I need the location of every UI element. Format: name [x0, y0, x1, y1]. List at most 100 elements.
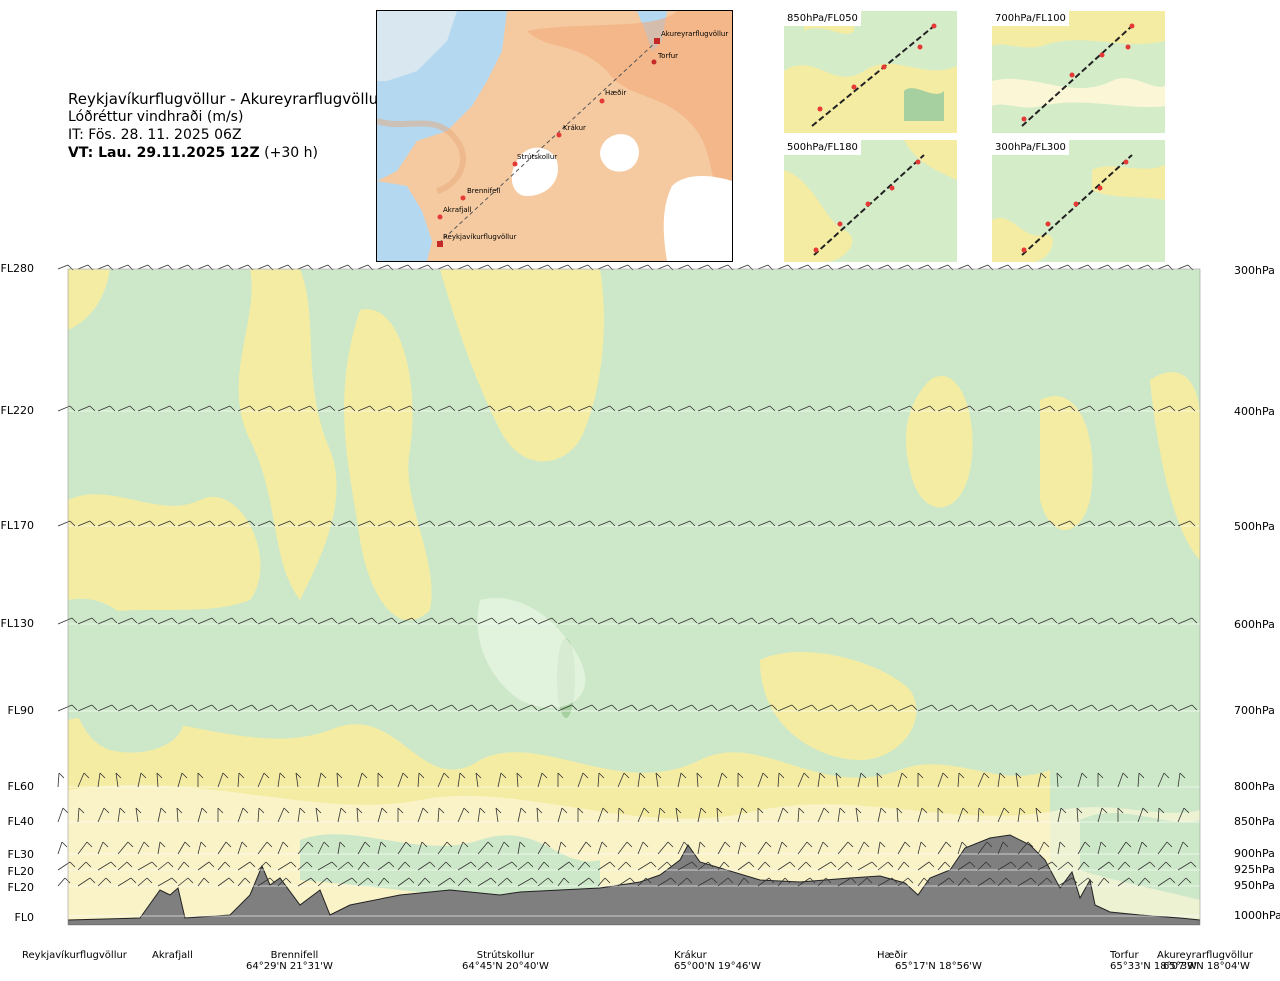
site-coord: 65°39'N 18°04'W	[1163, 961, 1250, 972]
wind-barb	[317, 772, 327, 788]
wind-barb	[1137, 772, 1145, 788]
wind-barb	[677, 772, 687, 788]
wind-barb	[177, 704, 198, 712]
wind-barb	[617, 861, 632, 871]
wind-barb	[237, 807, 249, 823]
site-coord: 65°17'N 18°56'W	[895, 961, 982, 972]
wind-barb	[417, 861, 436, 871]
wind-barb	[837, 877, 857, 887]
wind-barb	[1157, 861, 1172, 871]
wind-barb	[797, 861, 812, 871]
wind-barb	[217, 405, 236, 412]
wind-barb	[357, 841, 371, 855]
panel-300-svg	[992, 140, 1165, 262]
wind-barb	[537, 841, 551, 855]
wind-barb	[1056, 772, 1063, 788]
fl-tick-label: FL130	[0, 617, 34, 630]
wind-barb	[977, 405, 996, 412]
wind-barb	[475, 772, 482, 788]
wind-barb	[117, 877, 137, 887]
fl-tick-label: FL20	[7, 865, 34, 878]
wind-barb	[317, 861, 338, 871]
fl-tick-label: FL40	[7, 815, 34, 828]
wind-barb	[1037, 841, 1050, 855]
wind-barb	[1037, 617, 1058, 625]
wind-barb	[517, 877, 538, 887]
wind-barb	[77, 807, 85, 823]
wind-barb	[57, 807, 69, 823]
wind-barb	[237, 405, 256, 412]
wind-barb	[176, 807, 183, 823]
wind-barb	[1077, 617, 1098, 625]
wind-barb	[457, 877, 472, 887]
wind-barb	[757, 841, 772, 855]
wind-barb	[957, 617, 978, 625]
wind-barb	[1177, 520, 1196, 527]
wind-barb	[197, 841, 207, 855]
wind-barb	[777, 405, 796, 412]
site-label: Hæðir 65°17'N 18°56'W	[877, 950, 982, 972]
wind-barb	[817, 405, 836, 412]
wind-barb	[837, 841, 854, 855]
wind-barb	[137, 520, 156, 527]
wind-barb	[677, 841, 690, 855]
wind-barb	[977, 617, 998, 625]
wind-barb	[1017, 877, 1037, 887]
wind-barb	[997, 617, 1018, 625]
wind-barb	[1157, 520, 1176, 527]
wind-barb	[835, 772, 842, 788]
wind-barb	[257, 877, 276, 887]
wind-barb	[337, 877, 358, 887]
wind-barb	[697, 861, 714, 871]
wind-barb	[1097, 772, 1104, 787]
pressure-tick-label: 850hPa	[1234, 815, 1275, 828]
pressure-tick-label: 500hPa	[1234, 520, 1275, 533]
wind-barb	[977, 841, 993, 855]
wind-barb	[237, 772, 245, 788]
wind-barb	[717, 772, 728, 788]
wind-barb	[577, 841, 592, 855]
wind-barb	[217, 520, 236, 527]
wind-barb	[417, 520, 436, 527]
wind-barb	[277, 877, 292, 887]
wind-barb	[697, 704, 718, 712]
wind-barb	[497, 520, 516, 527]
wind-barb	[1157, 704, 1178, 712]
wind-barb	[57, 772, 65, 788]
map-label-krakur: Krákur	[563, 124, 586, 132]
wind-barb	[697, 877, 718, 887]
wind-barb	[377, 617, 398, 625]
wind-barb	[1117, 877, 1135, 887]
wind-barb	[377, 877, 390, 887]
wind-barb	[1177, 704, 1198, 712]
wind-barb	[1177, 807, 1190, 823]
wind-barb	[697, 807, 707, 823]
wind-barb	[1035, 807, 1042, 823]
wind-barb	[237, 520, 256, 527]
wind-barb	[217, 704, 238, 712]
wind-barb	[1117, 841, 1132, 855]
wind-barb	[397, 704, 418, 712]
wind-barb	[757, 877, 775, 887]
wind-barb	[577, 704, 598, 712]
wind-barb	[837, 405, 856, 412]
wind-barb	[617, 520, 636, 527]
wind-barb	[857, 861, 878, 871]
panel-500: 500hPa/FL180	[784, 140, 957, 262]
wind-barb	[937, 807, 944, 822]
wind-barb	[457, 405, 476, 412]
wind-barb	[997, 405, 1016, 412]
plot-frame	[67, 268, 1201, 926]
wind-barb	[617, 807, 625, 823]
wind-barb	[957, 877, 971, 887]
pressure-tick-label: 800hPa	[1234, 780, 1275, 793]
wind-barb	[57, 704, 78, 712]
site-coord: 65°33'N 18°07'W	[1110, 961, 1197, 972]
wind-barb	[657, 520, 676, 527]
issue-time: IT: Fös. 28. 11. 2025 06Z	[68, 127, 242, 143]
site-name: Torfur	[1110, 950, 1139, 961]
wind-barb	[817, 861, 837, 871]
wind-barb	[877, 807, 887, 823]
wind-barb	[117, 861, 133, 871]
wind-barb	[797, 704, 818, 712]
